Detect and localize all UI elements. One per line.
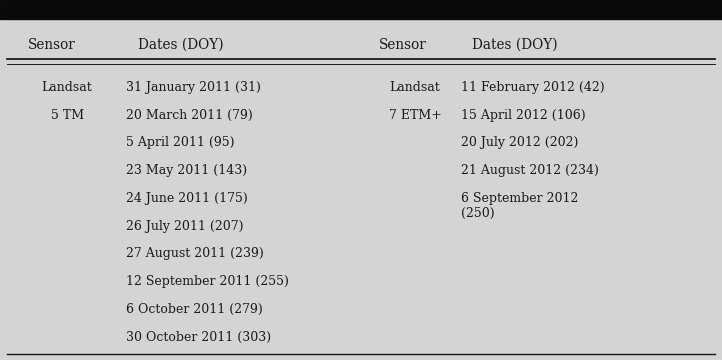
Text: Landsat: Landsat <box>390 81 440 94</box>
Text: Sensor: Sensor <box>379 38 427 52</box>
Text: 24 June 2011 (175): 24 June 2011 (175) <box>126 192 248 205</box>
Text: 26 July 2011 (207): 26 July 2011 (207) <box>126 220 244 233</box>
Text: (250): (250) <box>461 207 495 220</box>
Text: 21 August 2012 (234): 21 August 2012 (234) <box>461 164 599 177</box>
Text: Sensor: Sensor <box>27 38 75 52</box>
Text: 5 April 2011 (95): 5 April 2011 (95) <box>126 136 235 149</box>
Text: 7 ETM+: 7 ETM+ <box>388 109 442 122</box>
Text: 20 July 2012 (202): 20 July 2012 (202) <box>461 136 578 149</box>
Text: 15 April 2012 (106): 15 April 2012 (106) <box>461 109 586 122</box>
Text: 23 May 2011 (143): 23 May 2011 (143) <box>126 164 248 177</box>
Text: 31 January 2011 (31): 31 January 2011 (31) <box>126 81 261 94</box>
Text: 6 September 2012: 6 September 2012 <box>461 192 578 205</box>
Text: Dates (DOY): Dates (DOY) <box>472 38 557 52</box>
Text: Dates (DOY): Dates (DOY) <box>138 38 223 52</box>
Text: 27 August 2011 (239): 27 August 2011 (239) <box>126 247 264 260</box>
Bar <box>0 0 722 19</box>
Text: 12 September 2011 (255): 12 September 2011 (255) <box>126 275 290 288</box>
Text: 30 October 2011 (303): 30 October 2011 (303) <box>126 330 271 343</box>
Text: 6 October 2011 (279): 6 October 2011 (279) <box>126 303 263 316</box>
Text: 20 March 2011 (79): 20 March 2011 (79) <box>126 109 253 122</box>
Text: 5 TM: 5 TM <box>51 109 84 122</box>
Text: Landsat: Landsat <box>42 81 92 94</box>
Text: 11 February 2012 (42): 11 February 2012 (42) <box>461 81 604 94</box>
